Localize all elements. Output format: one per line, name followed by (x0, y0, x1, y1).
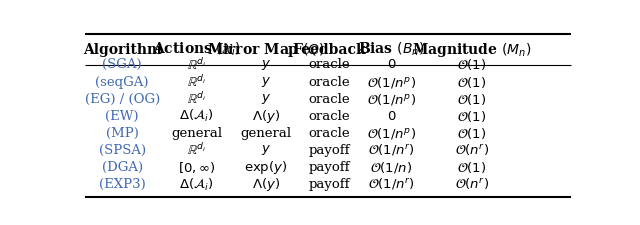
Text: $y$: $y$ (261, 144, 271, 158)
Text: $\mathcal{O}(1)$: $\mathcal{O}(1)$ (457, 57, 486, 72)
Text: Actions $(\mathcal{X}_i)$: Actions $(\mathcal{X}_i)$ (153, 41, 240, 58)
Text: $\mathcal{O}(1)$: $\mathcal{O}(1)$ (457, 74, 486, 90)
Text: (seqGA): (seqGA) (95, 76, 149, 88)
Text: Feedback: Feedback (292, 43, 366, 56)
Text: $\mathbb{R}^{d_i}$: $\mathbb{R}^{d_i}$ (187, 91, 206, 107)
Text: (SGA): (SGA) (102, 58, 142, 71)
Text: payoff: payoff (308, 178, 350, 191)
Text: Algorithm: Algorithm (83, 43, 161, 56)
Text: $\mathcal{O}(1)$: $\mathcal{O}(1)$ (457, 160, 486, 175)
Text: oracle: oracle (308, 110, 350, 123)
Text: $\mathbb{R}^{d_i}$: $\mathbb{R}^{d_i}$ (187, 57, 206, 73)
Text: (EW): (EW) (106, 110, 139, 123)
Text: $\mathcal{O}(1/n^r)$: $\mathcal{O}(1/n^r)$ (368, 177, 415, 192)
Text: $\mathcal{O}(n^r)$: $\mathcal{O}(n^r)$ (455, 143, 489, 158)
Text: $\exp(y)$: $\exp(y)$ (244, 159, 288, 176)
Text: $y$: $y$ (261, 75, 271, 89)
Text: $[0,\infty)$: $[0,\infty)$ (178, 160, 215, 175)
Text: (DGA): (DGA) (102, 161, 143, 174)
Text: $y$: $y$ (261, 58, 271, 72)
Text: payoff: payoff (308, 144, 350, 157)
Text: $\mathcal{O}(1)$: $\mathcal{O}(1)$ (457, 92, 486, 107)
Text: Bias $(B_n)$: Bias $(B_n)$ (358, 41, 425, 58)
Text: $\mathcal{O}(1)$: $\mathcal{O}(1)$ (457, 109, 486, 124)
Text: (MP): (MP) (106, 127, 139, 140)
Text: $\Lambda(y)$: $\Lambda(y)$ (252, 176, 280, 193)
Text: $\mathcal{O}(1/n^p)$: $\mathcal{O}(1/n^p)$ (367, 92, 416, 107)
Text: $\Delta(\mathcal{A}_i)$: $\Delta(\mathcal{A}_i)$ (179, 108, 214, 124)
Text: $\mathcal{O}(n^r)$: $\mathcal{O}(n^r)$ (455, 177, 489, 192)
Text: $\Delta(\mathcal{A}_i)$: $\Delta(\mathcal{A}_i)$ (179, 177, 214, 193)
Text: $0$: $0$ (387, 58, 396, 71)
Text: general: general (241, 127, 292, 140)
Text: $\mathcal{O}(1/n^r)$: $\mathcal{O}(1/n^r)$ (368, 143, 415, 158)
Text: oracle: oracle (308, 76, 350, 88)
Text: general: general (171, 127, 222, 140)
Text: $0$: $0$ (387, 110, 396, 123)
Text: $y$: $y$ (261, 92, 271, 106)
Text: (SPSA): (SPSA) (99, 144, 146, 157)
Text: $\mathcal{O}(1/n)$: $\mathcal{O}(1/n)$ (371, 160, 413, 175)
Text: Magnitude $(M_n)$: Magnitude $(M_n)$ (412, 40, 532, 58)
Text: $\mathbb{R}^{d_i}$: $\mathbb{R}^{d_i}$ (187, 74, 206, 90)
Text: (EXP3): (EXP3) (99, 178, 145, 191)
Text: oracle: oracle (308, 58, 350, 71)
Text: Mirror Map $(Q)$: Mirror Map $(Q)$ (207, 40, 325, 58)
Text: $\mathcal{O}(1)$: $\mathcal{O}(1)$ (457, 126, 486, 141)
Text: (EG) / (OG): (EG) / (OG) (84, 93, 160, 106)
Text: oracle: oracle (308, 93, 350, 106)
Text: oracle: oracle (308, 127, 350, 140)
Text: $\mathbb{R}^{d_i}$: $\mathbb{R}^{d_i}$ (187, 142, 206, 158)
Text: $\Lambda(y)$: $\Lambda(y)$ (252, 108, 280, 125)
Text: $\mathcal{O}(1/n^p)$: $\mathcal{O}(1/n^p)$ (367, 126, 416, 141)
Text: $\mathcal{O}(1/n^p)$: $\mathcal{O}(1/n^p)$ (367, 74, 416, 90)
Text: payoff: payoff (308, 161, 350, 174)
